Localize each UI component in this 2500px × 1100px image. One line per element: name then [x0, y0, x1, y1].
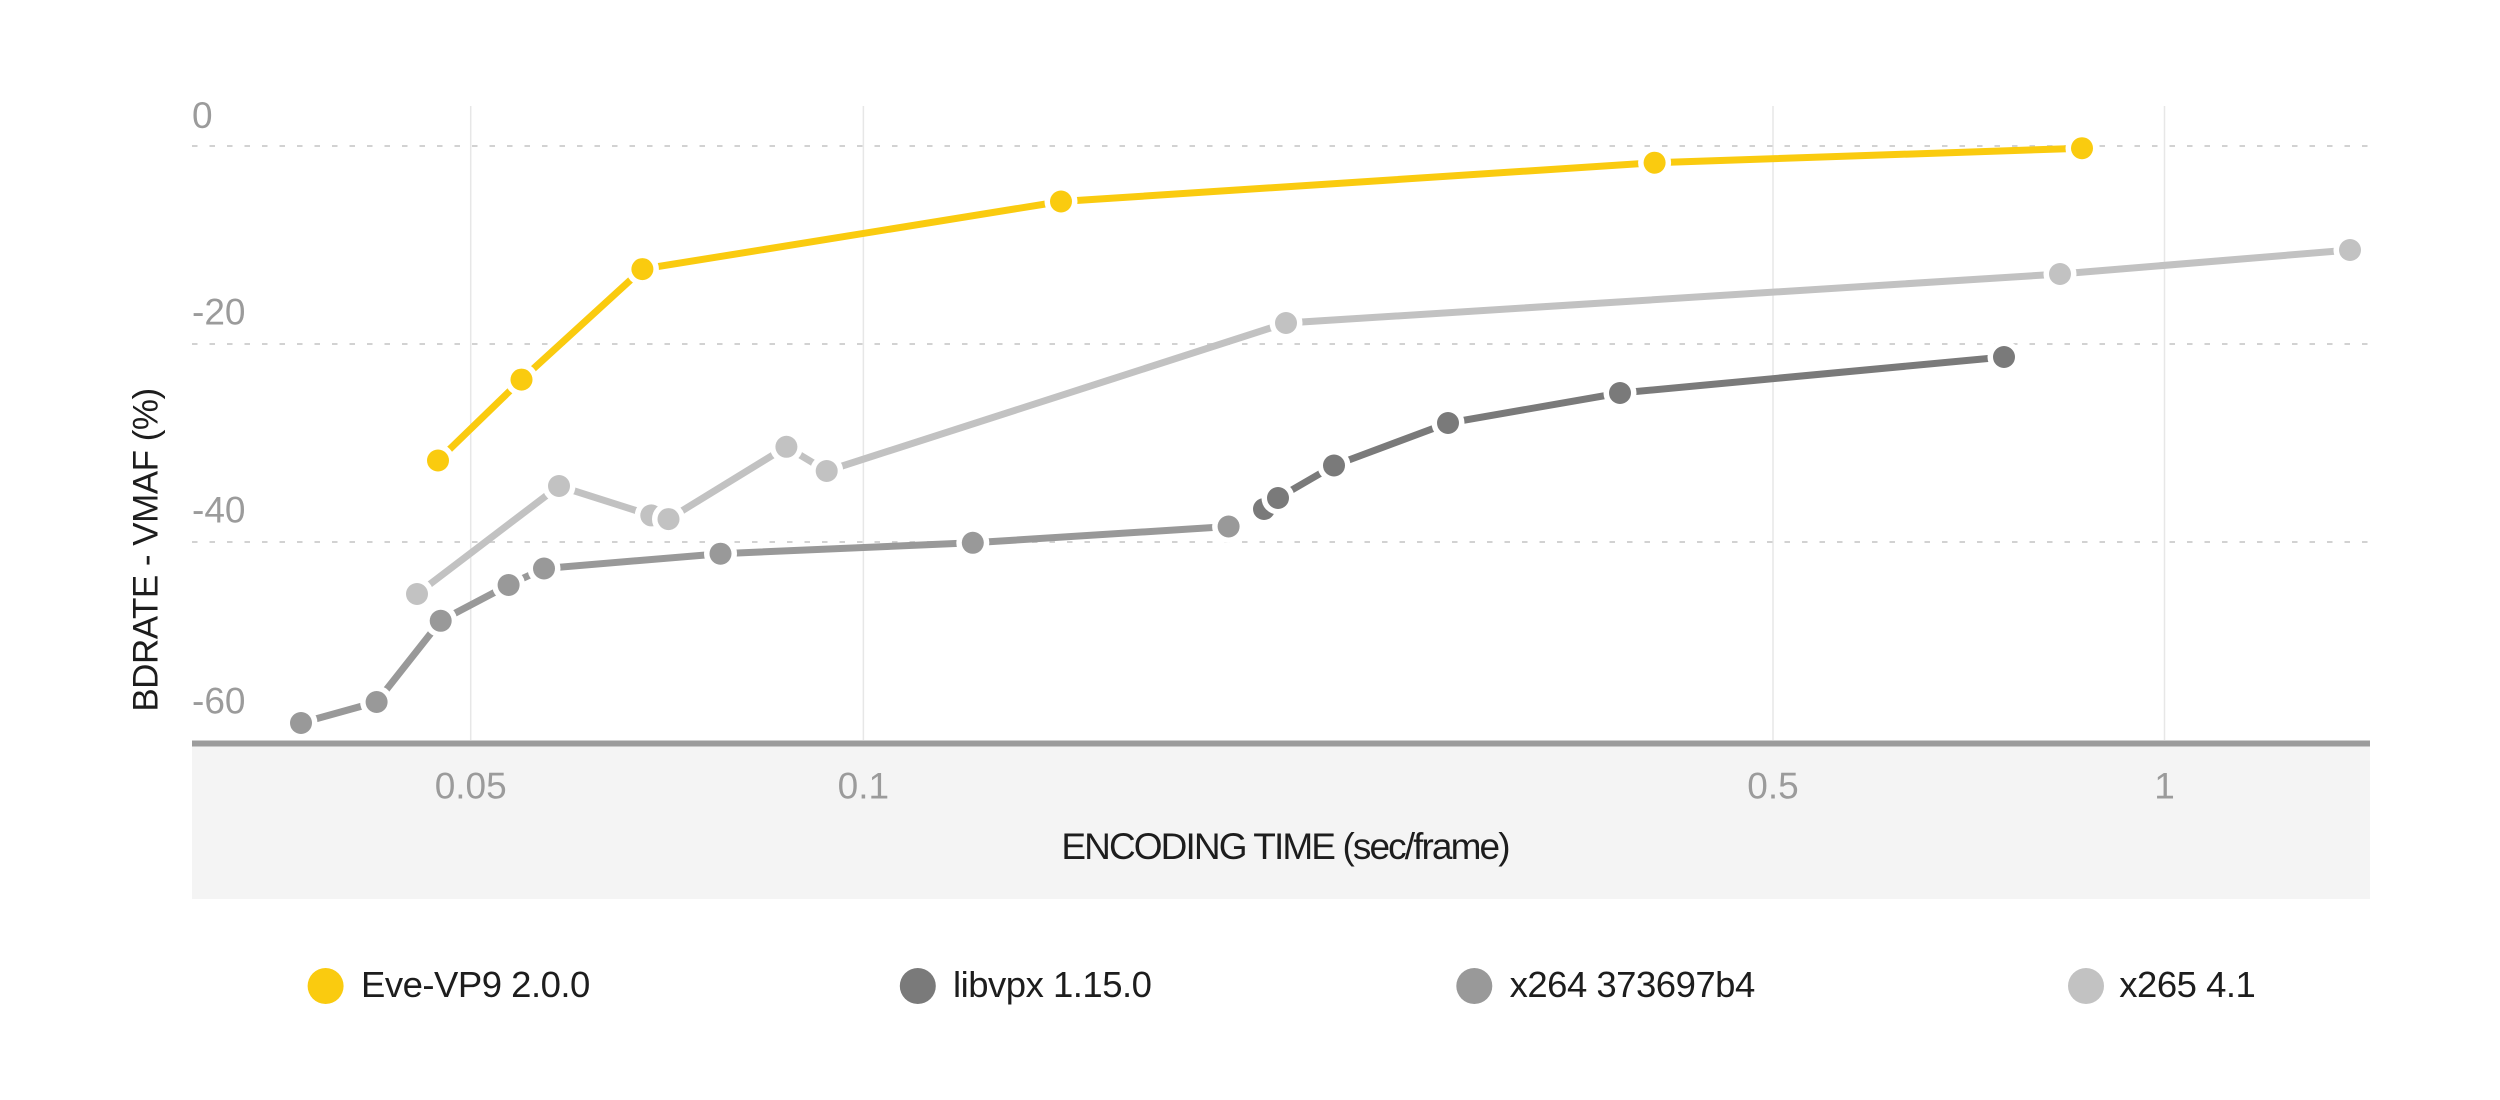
svg-text:BDRATE - VMAF (%): BDRATE - VMAF (%) [127, 388, 166, 711]
svg-text:0.05: 0.05 [435, 766, 507, 807]
svg-text:libvpx 1.15.0: libvpx 1.15.0 [953, 964, 1151, 1005]
svg-text:0.5: 0.5 [1747, 766, 1798, 807]
svg-text:x264 373697b4: x264 373697b4 [1510, 964, 1755, 1005]
svg-text:x265 4.1: x265 4.1 [2119, 964, 2255, 1005]
svg-text:Eve-VP9 2.0.0: Eve-VP9 2.0.0 [361, 964, 590, 1005]
svg-text:0.1: 0.1 [838, 766, 889, 807]
svg-text:1: 1 [2154, 766, 2175, 807]
svg-text:-40: -40 [192, 490, 245, 531]
svg-text:-20: -20 [192, 292, 245, 333]
svg-text:ENCODING TIME (sec/frame): ENCODING TIME (sec/frame) [1061, 826, 1509, 867]
svg-text:-60: -60 [192, 681, 245, 722]
svg-text:0: 0 [192, 95, 213, 136]
